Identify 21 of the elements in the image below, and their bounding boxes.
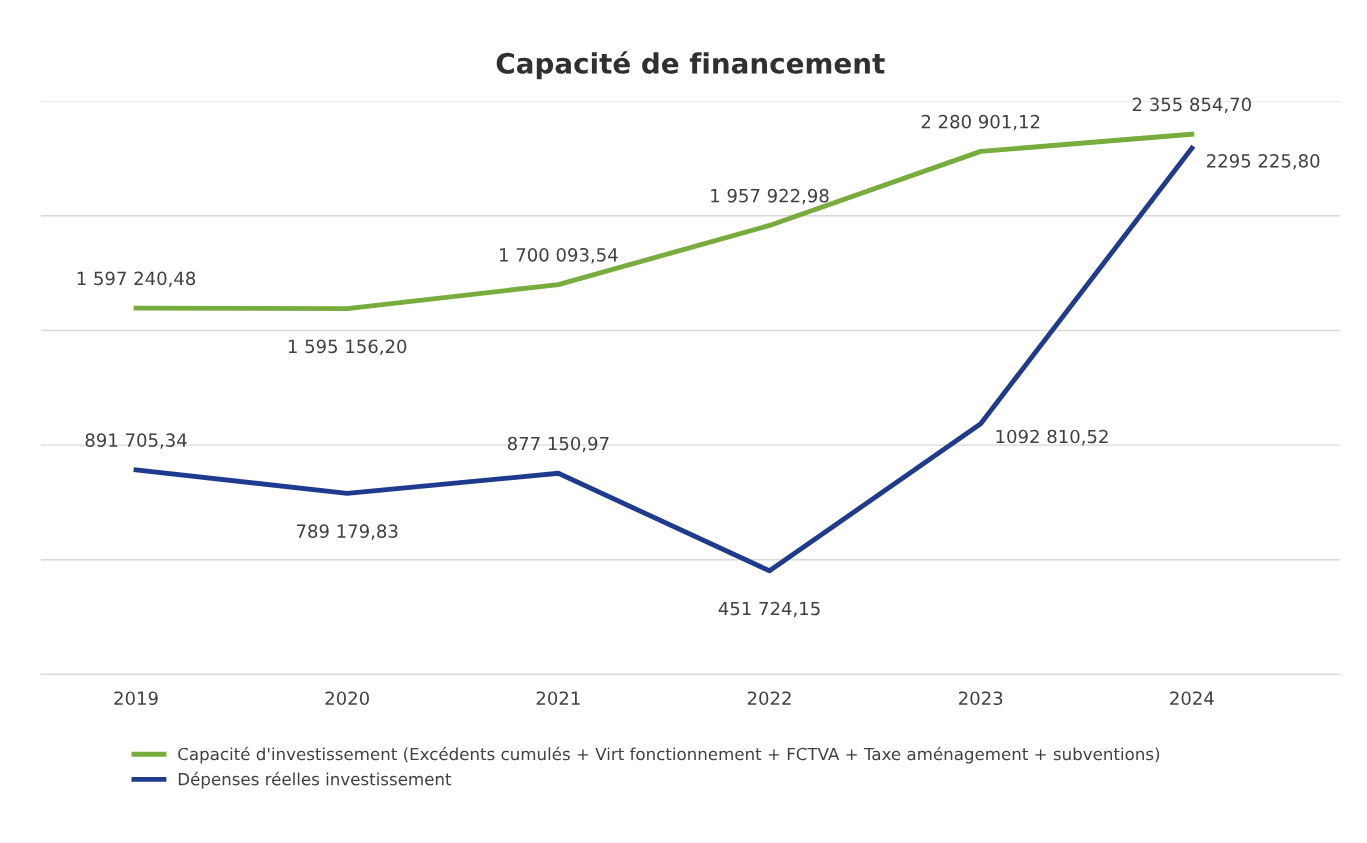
data-label: 789 179,83 bbox=[296, 524, 398, 540]
chart-title: Capacité de financement bbox=[496, 51, 885, 80]
data-label: 2 280 901,12 bbox=[921, 114, 1040, 131]
x-tick-label: 2019 bbox=[114, 691, 158, 706]
legend-label: Capacité d'investissement (Excédents cumulés + Virt fonctionnement + FCTVA + Taxe aménagement + subventions) bbox=[178, 746, 1160, 764]
data-label: 1092 810,52 bbox=[996, 429, 1108, 446]
x-tick-label: 2021 bbox=[536, 691, 580, 706]
data-label: 1 595 156,20 bbox=[288, 339, 407, 356]
x-tick-label: 2022 bbox=[747, 691, 791, 706]
legend-label: Dépenses réelles investissement bbox=[178, 771, 452, 789]
data-label: 877 150,97 bbox=[507, 436, 609, 453]
x-tick-label: 2020 bbox=[325, 691, 369, 706]
data-label: 1 957 922,98 bbox=[711, 188, 829, 205]
x-tick-label: 2024 bbox=[1170, 691, 1214, 706]
data-label: 2295 225,80 bbox=[1207, 153, 1320, 170]
data-label: 891 705,34 bbox=[85, 433, 187, 449]
data-label: 2 355 854,70 bbox=[1132, 97, 1251, 114]
x-tick-label: 2023 bbox=[959, 691, 1003, 706]
data-label: 1 700 093,54 bbox=[500, 247, 618, 264]
data-label: 451 724,15 bbox=[718, 601, 820, 618]
data-label: 1 597 240,48 bbox=[77, 271, 196, 288]
